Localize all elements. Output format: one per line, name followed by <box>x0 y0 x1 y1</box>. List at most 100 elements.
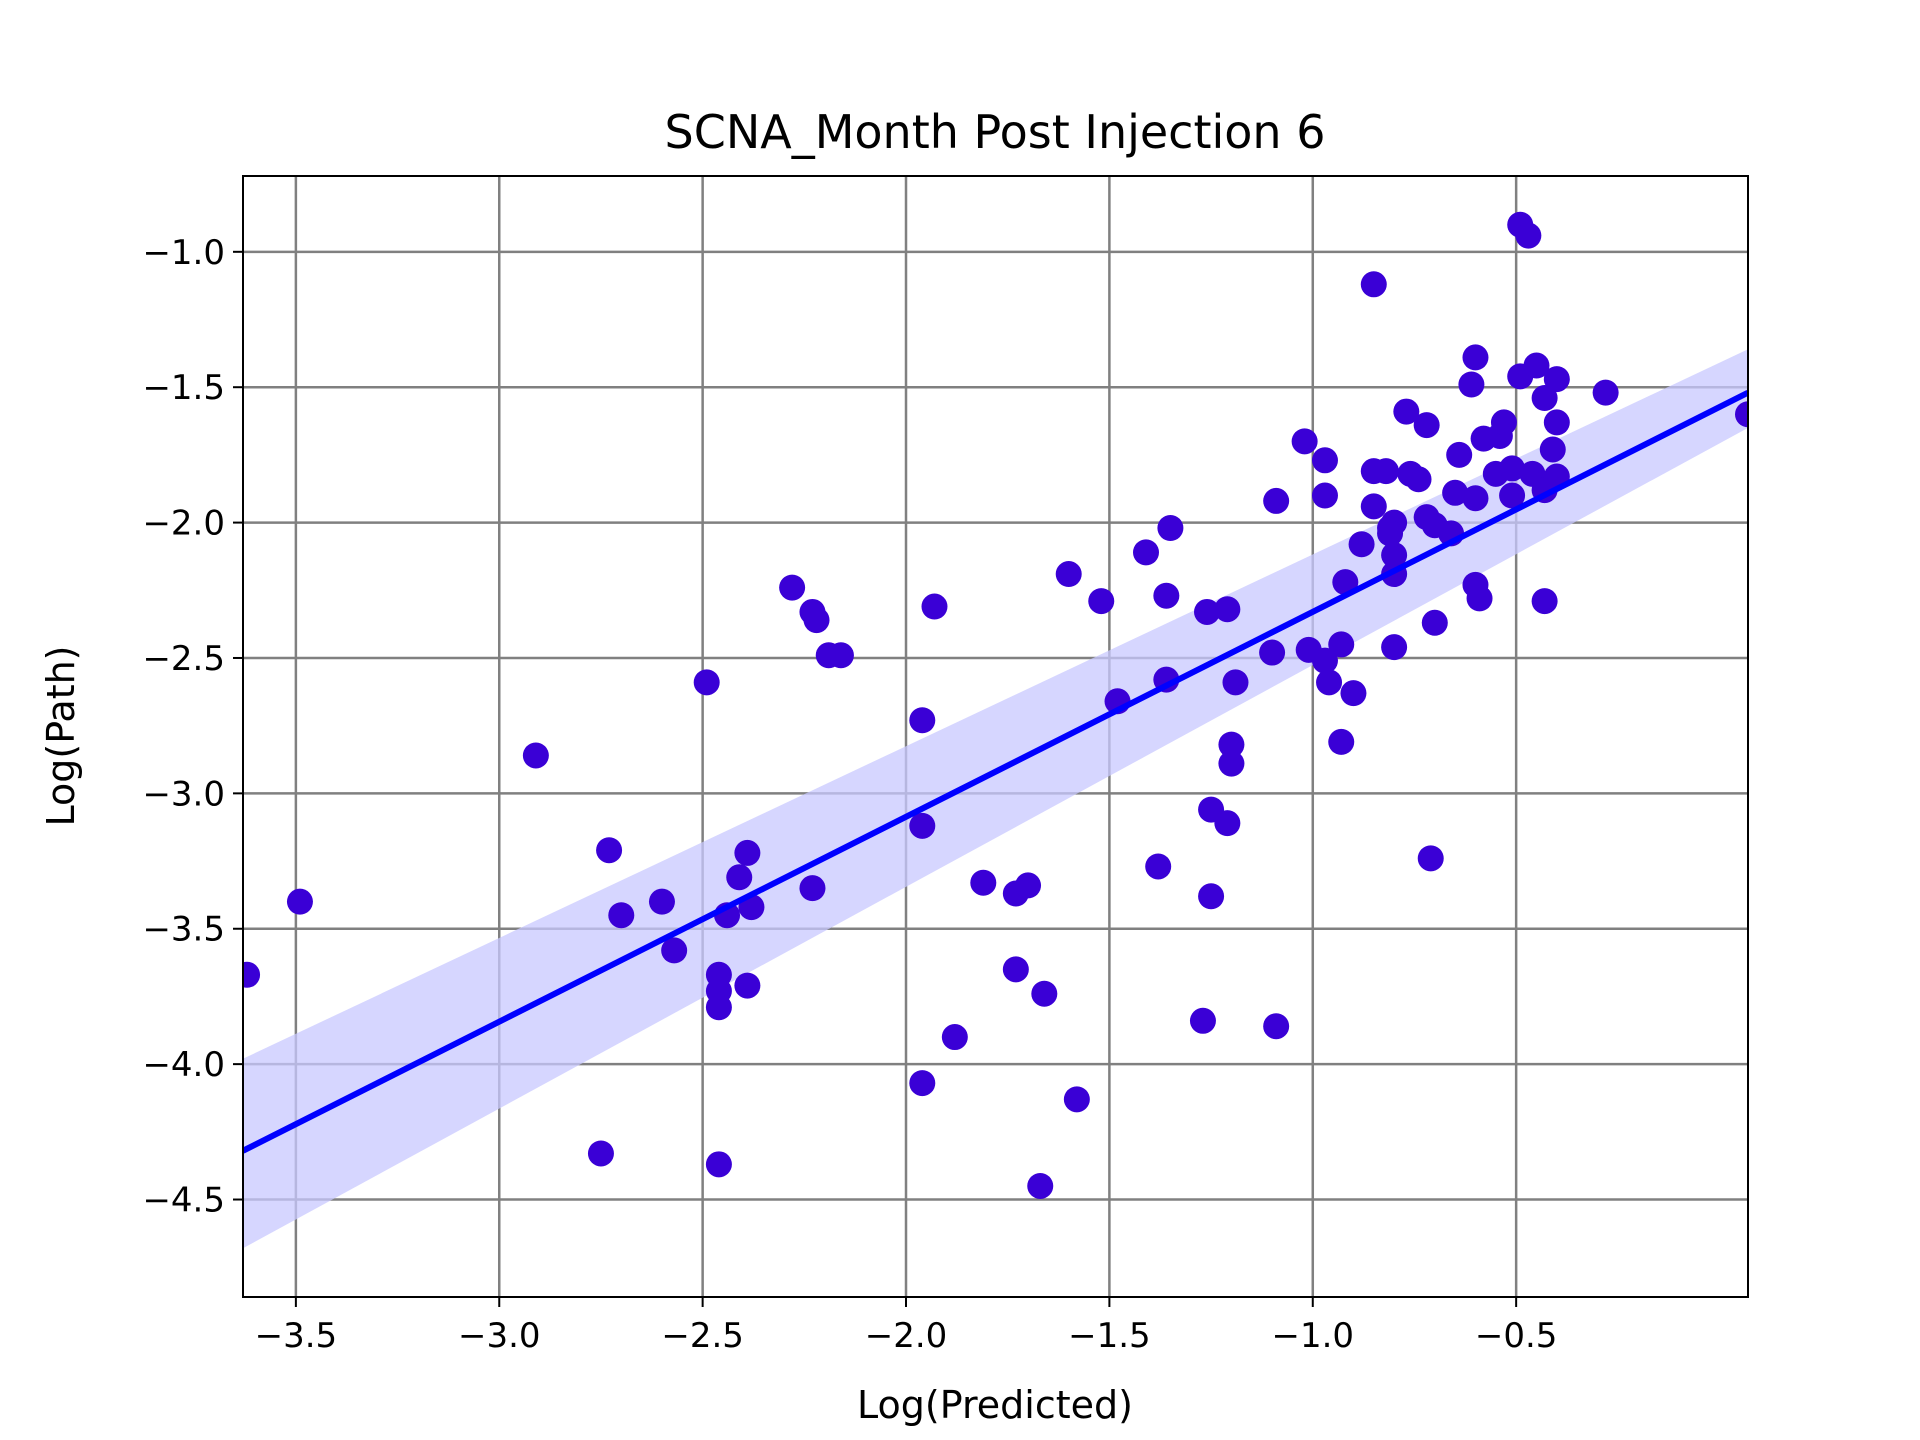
y-tick-label: −4.5 <box>142 1181 225 1221</box>
data-point <box>1311 482 1338 509</box>
data-point <box>661 937 688 964</box>
data-point <box>726 864 753 891</box>
data-point <box>693 669 720 696</box>
data-point <box>1214 810 1241 837</box>
y-tick-label: −4.0 <box>142 1045 225 1085</box>
data-point <box>921 593 948 620</box>
data-point <box>1417 845 1444 872</box>
data-point <box>1539 436 1566 463</box>
data-point <box>1421 609 1448 636</box>
y-tick-label: −3.5 <box>142 910 225 950</box>
data-point <box>705 1151 732 1178</box>
data-point <box>1311 447 1338 474</box>
x-tick-label: −3.5 <box>255 1316 338 1356</box>
data-point <box>1393 398 1420 425</box>
data-point <box>779 574 806 601</box>
data-point <box>1027 1172 1054 1199</box>
data-point <box>1063 1086 1090 1113</box>
data-point <box>1531 385 1558 412</box>
confidence-band <box>243 349 1748 1249</box>
data-point <box>243 961 261 988</box>
data-point <box>1462 344 1489 371</box>
data-point <box>1405 466 1432 493</box>
data-point <box>1145 853 1172 880</box>
data-point <box>1189 1007 1216 1034</box>
data-point <box>1515 222 1542 249</box>
data-point <box>1531 588 1558 615</box>
data-point <box>1328 631 1355 658</box>
data-point <box>1015 872 1042 899</box>
data-point <box>1490 409 1517 436</box>
data-point <box>1218 731 1245 758</box>
axis-ticks: −3.5 −3.0 −2.5 −2.0 −1.5 −1.0 −0.5 −1.0 −1.5 −2.0… <box>142 233 1557 1356</box>
data-point <box>734 972 761 999</box>
data-point <box>941 1024 968 1051</box>
data-point <box>1360 493 1387 520</box>
data-point <box>1332 569 1359 596</box>
data-point <box>909 1070 936 1097</box>
y-tick-label: −1.0 <box>142 233 225 273</box>
data-point <box>1458 371 1485 398</box>
data-point <box>1381 542 1408 569</box>
y-tick-label: −2.5 <box>142 639 225 679</box>
data-point <box>1340 680 1367 707</box>
data-point <box>1157 515 1184 542</box>
y-tick-label: −1.5 <box>142 368 225 408</box>
data-point <box>1291 428 1318 455</box>
x-axis-label: Log(Predicted) <box>857 1383 1133 1427</box>
data-point <box>596 837 623 864</box>
data-point <box>827 642 854 669</box>
data-point <box>705 994 732 1021</box>
data-point <box>1263 487 1290 514</box>
data-point <box>909 707 936 734</box>
data-point <box>1446 441 1473 468</box>
data-point <box>1002 956 1029 983</box>
data-point <box>1348 531 1375 558</box>
data-point <box>803 607 830 634</box>
data-point <box>608 902 635 929</box>
data-point <box>1263 1013 1290 1040</box>
x-tick-label: −0.5 <box>1475 1316 1558 1356</box>
data-point <box>1377 520 1404 547</box>
data-point <box>1328 728 1355 755</box>
data-point <box>1543 366 1570 393</box>
data-point <box>1466 585 1493 612</box>
data-point <box>1316 669 1343 696</box>
data-point <box>1031 980 1058 1007</box>
data-points <box>243 211 1748 1199</box>
data-point <box>1499 455 1526 482</box>
data-point <box>1735 401 1748 428</box>
data-point <box>1543 409 1570 436</box>
data-point <box>1360 271 1387 298</box>
data-point <box>1194 598 1221 625</box>
data-point <box>1088 588 1115 615</box>
data-point <box>970 869 997 896</box>
data-point <box>1259 639 1286 666</box>
data-point <box>1462 485 1489 512</box>
data-point <box>1153 582 1180 609</box>
x-tick-label: −1.0 <box>1271 1316 1354 1356</box>
data-point <box>1198 883 1225 910</box>
x-tick-label: −3.0 <box>458 1316 541 1356</box>
data-point <box>1311 647 1338 674</box>
x-tick-label: −2.5 <box>661 1316 744 1356</box>
regression-line <box>243 389 1748 1154</box>
data-point <box>1523 352 1550 379</box>
data-point <box>1214 596 1241 623</box>
data-point <box>587 1140 614 1167</box>
chart-title: SCNA_Month Post Injection 6 <box>665 105 1326 159</box>
data-point <box>1222 669 1249 696</box>
data-point <box>734 839 761 866</box>
data-point <box>1381 634 1408 661</box>
y-tick-label: −2.0 <box>142 504 225 544</box>
plot-frame <box>242 175 1749 1298</box>
data-point <box>1499 482 1526 509</box>
data-point <box>1413 412 1440 439</box>
data-point <box>909 812 936 839</box>
data-point <box>799 875 826 902</box>
y-tick-label: −3.0 <box>142 774 225 814</box>
x-tick-label: −1.5 <box>1068 1316 1151 1356</box>
data-point <box>1055 561 1082 588</box>
